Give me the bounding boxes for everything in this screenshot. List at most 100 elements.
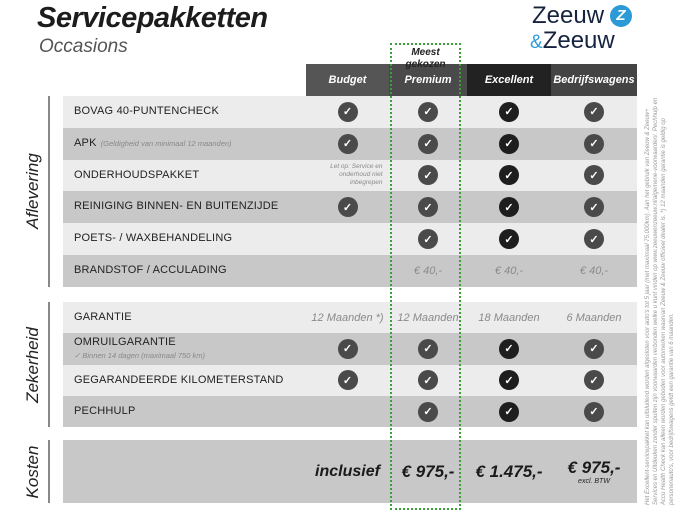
- cell-excellent: ✓: [467, 365, 551, 396]
- row-label: REINIGING BINNEN- EN BUITENZIJDE: [74, 191, 278, 223]
- cell-premium: ✓: [389, 333, 467, 364]
- check-icon: ✓: [337, 338, 358, 359]
- cell-premium: 12 Maanden: [389, 302, 467, 333]
- cell-budget: [306, 396, 389, 427]
- check-icon: ✓: [418, 165, 438, 186]
- table-row: GEGARANDEERDE KILOMETERSTAND ✓ ✓ ✓ ✓: [63, 364, 637, 396]
- row-subnote: ✓ Binnen 14 dagen (maximaal 750 km): [74, 351, 205, 361]
- check-icon: ✓: [584, 338, 604, 359]
- column-header-budget: Budget: [306, 64, 389, 96]
- cost-row: inclusief € 975,- € 1.475,- € 975,- excl. BT…: [63, 440, 637, 503]
- section-divider: [48, 302, 50, 428]
- check-icon: ✓: [418, 197, 438, 218]
- price-bedrijfswagens: € 975,- excl. BTW: [551, 440, 637, 503]
- section-divider: [48, 96, 50, 287]
- cell-premium: ✓: [389, 223, 467, 255]
- check-icon: ✓: [418, 133, 438, 154]
- check-icon: ✓: [337, 370, 358, 391]
- footnote: Het Excellent-servicepakket kan uitsluit…: [645, 97, 675, 505]
- table-row: PECHHULP ✓ ✓ ✓: [63, 395, 637, 428]
- cell-value: € 40,-: [413, 264, 443, 277]
- check-icon: ✓: [418, 338, 438, 359]
- cell-excellent: ✓: [467, 191, 551, 223]
- cell-bedrijfswagens: ✓: [551, 191, 637, 223]
- cell-excellent: ✓: [467, 160, 551, 192]
- cell-budget: [306, 255, 389, 287]
- cell-budget: ✓: [306, 191, 389, 223]
- cell-value: € 40,-: [579, 264, 609, 277]
- row-label: ONDERHOUDSPAKKET: [74, 160, 199, 192]
- row-label: GARANTIE: [74, 302, 132, 333]
- zeeuw-logo: Zeeuw Z &Zeeuw: [530, 4, 640, 54]
- most-chosen-label: Meest gekozen: [405, 47, 446, 70]
- logo-mark-icon: Z: [610, 5, 632, 27]
- page-title: Servicepakketten: [37, 2, 268, 34]
- cell-excellent: ✓: [467, 96, 551, 128]
- table-row: APK (Geldigheid van minimaal 12 maanden) ✓…: [63, 127, 637, 160]
- row-label-text: OMRUILGARANTIE: [74, 336, 176, 349]
- cell-excellent: ✓: [467, 333, 551, 364]
- table-row: BRANDSTOF / ACCULADING € 40,- € 40,- € 40,-: [63, 255, 637, 287]
- row-label: POETS- / WAXBEHANDELING: [74, 223, 232, 255]
- cell-bedrijfswagens: ✓: [551, 333, 637, 364]
- check-icon: ✓: [499, 197, 519, 218]
- row-label: OMRUILGARANTIE ✓ Binnen 14 dagen (maximaa…: [74, 336, 205, 361]
- check-icon: ✓: [499, 338, 519, 359]
- row-label-text: REINIGING BINNEN- EN BUITENZIJDE: [74, 200, 279, 213]
- row-label-text: BOVAG 40-PUNTENCHECK: [74, 105, 219, 117]
- check-icon: ✓: [584, 401, 604, 422]
- logo-line2-text: Zeeuw: [542, 27, 615, 54]
- table-row: GARANTIE 12 Maanden *) 12 Maanden 18 Maande…: [63, 302, 637, 334]
- cell-premium: ✓: [389, 160, 467, 192]
- row-label-text: POETS- / WAXBEHANDELING: [74, 232, 233, 245]
- check-icon: ✓: [418, 229, 438, 250]
- check-icon: ✓: [584, 101, 604, 122]
- section-label-aflevering: Aflevering: [23, 153, 42, 230]
- check-icon: ✓: [584, 229, 604, 250]
- price-value: € 975,-: [401, 461, 455, 481]
- check-icon: ✓: [499, 401, 519, 422]
- cell-excellent: € 40,-: [467, 255, 551, 287]
- column-header-premium: Premium: [389, 64, 467, 96]
- cell-bedrijfswagens: ✓: [551, 160, 637, 192]
- cell-premium: ✓: [389, 365, 467, 396]
- cell-excellent: ✓: [467, 396, 551, 427]
- cell-bedrijfswagens: ✓: [551, 396, 637, 427]
- cell-value: € 40,-: [494, 264, 524, 277]
- check-icon: ✓: [499, 165, 519, 186]
- column-header-excellent: Excellent: [467, 64, 551, 96]
- cell-value: Let op: Service en onderhoud niet inbegr…: [330, 163, 383, 187]
- row-note: (Geldigheid van minimaal 12 maanden): [100, 138, 232, 148]
- check-icon: ✓: [337, 197, 358, 218]
- cell-bedrijfswagens: ✓: [551, 96, 637, 128]
- table-row: ONDERHOUDSPAKKET Let op: Service en onder…: [63, 159, 637, 192]
- table-row: BOVAG 40-PUNTENCHECK ✓ ✓ ✓ ✓: [63, 96, 637, 128]
- table-row: REINIGING BINNEN- EN BUITENZIJDE ✓ ✓ ✓ ✓: [63, 191, 637, 224]
- check-icon: ✓: [584, 133, 604, 154]
- check-icon: ✓: [499, 370, 519, 391]
- cell-budget: ✓: [306, 365, 389, 396]
- price-value: € 975,-: [567, 458, 621, 477]
- row-label: PECHHULP: [74, 396, 136, 427]
- check-icon: ✓: [499, 101, 519, 122]
- check-icon: ✓: [418, 401, 438, 422]
- row-label-text: GARANTIE: [74, 311, 132, 323]
- row-label-text: BRANDSTOF / ACCULADING: [74, 264, 227, 276]
- cell-budget: ✓: [306, 128, 389, 160]
- cell-excellent: 18 Maanden: [467, 302, 551, 333]
- cell-value: 12 Maanden: [397, 311, 459, 324]
- row-label-text: ONDERHOUDSPAKKET: [74, 168, 200, 181]
- price-value: € 1.475,-: [475, 461, 543, 481]
- cell-budget: ✓: [306, 333, 389, 364]
- price-budget: inclusief: [306, 440, 389, 503]
- cell-excellent: ✓: [467, 128, 551, 160]
- check-icon: ✓: [337, 101, 358, 122]
- logo-line1: Zeeuw: [532, 2, 605, 29]
- check-icon: ✓: [584, 370, 604, 391]
- cell-bedrijfswagens: € 40,-: [551, 255, 637, 287]
- row-label: BRANDSTOF / ACCULADING: [74, 255, 227, 287]
- row-label-text: PECHHULP: [74, 404, 136, 417]
- cell-budget: 12 Maanden *): [306, 302, 389, 333]
- section-label-zekerheid: Zekerheid: [23, 326, 42, 403]
- cell-budget: Let op: Service en onderhoud niet inbegr…: [306, 160, 389, 192]
